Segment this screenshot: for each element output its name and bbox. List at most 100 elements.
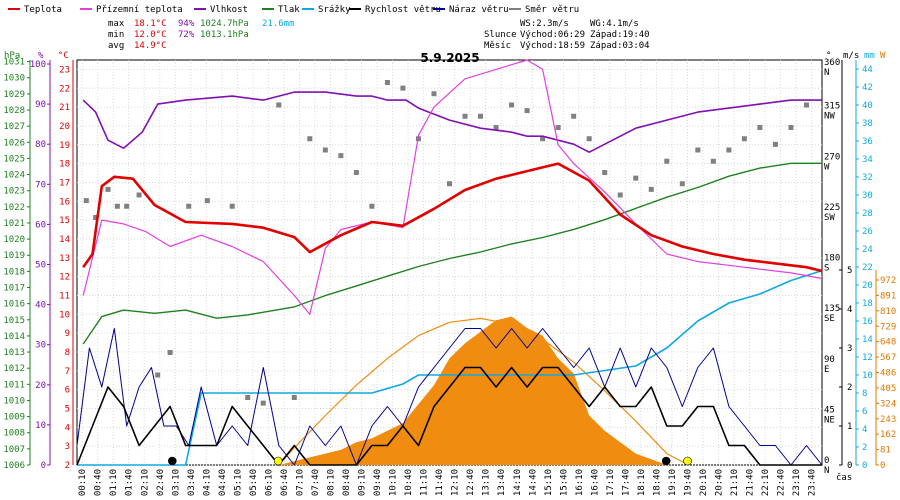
- direction-tick-name: SW: [824, 213, 835, 223]
- temp-tick-label: 15: [59, 216, 70, 226]
- x-tick-label: 22:10: [761, 469, 771, 496]
- legend-humidity: Vlhkost: [210, 5, 248, 15]
- wind-tick-label: 1: [847, 422, 852, 432]
- wind-direction-dot: [757, 125, 763, 130]
- temp-tick-label: 5: [65, 404, 70, 414]
- wind-tick-label: 0: [847, 461, 852, 471]
- rain-tick-label: 12: [862, 353, 873, 363]
- moonrise-marker: [661, 456, 671, 466]
- pressure-tick-label: 1012: [3, 364, 25, 374]
- area-layer: [77, 316, 822, 466]
- pressure-tick-label: 1016: [3, 300, 25, 310]
- solar-tick-label: 405: [880, 384, 896, 394]
- solar-tick-label: 81: [880, 446, 891, 456]
- x-tick-label: 14:40: [528, 469, 538, 496]
- wind-direction-dot: [788, 125, 794, 130]
- pressure-tick-label: 1028: [3, 106, 25, 116]
- rain-tick-label: 24: [862, 245, 873, 255]
- temp-tick-label: 21: [59, 103, 70, 113]
- temperature-line: [82, 162, 823, 273]
- humidity-tick-label: 20: [35, 381, 46, 391]
- x-tick-label: 06:40: [280, 469, 290, 496]
- direction-tick-name: S: [824, 264, 829, 274]
- x-tick-label: 17:10: [606, 469, 616, 496]
- ground-temperature-line: [82, 59, 823, 315]
- x-tick-label: 20:40: [715, 469, 725, 496]
- x-tick-label: 11:40: [435, 469, 445, 496]
- direction-tick-label: 180: [824, 254, 840, 264]
- solar-tick-label: 162: [880, 430, 896, 440]
- stats-min-label: min: [108, 30, 124, 40]
- temp-tick-label: 13: [59, 254, 70, 264]
- solar-tick-label: 648: [880, 338, 896, 348]
- x-tick-label: 16:10: [575, 469, 585, 496]
- direction-tick-name: NE: [824, 415, 835, 425]
- wind-direction-dot: [260, 400, 266, 406]
- direction-tick-name: N: [824, 68, 829, 78]
- pressure-tick-label: 1017: [3, 284, 25, 294]
- x-tick-label: 08:40: [342, 469, 352, 496]
- legend: Teplota Přízemní teplota Vlhkost Tlak Sr…: [8, 5, 579, 15]
- rain-tick-label: 8: [862, 389, 867, 399]
- stats-moonrise: Východ:18:59: [520, 41, 585, 51]
- legend-wind-gust: Náraz větru: [449, 5, 509, 15]
- temp-tick-label: 18: [59, 160, 70, 170]
- temp-tick-label: 14: [59, 235, 70, 245]
- temp-tick-label: 11: [59, 291, 70, 301]
- direction-tick-label: 135: [824, 304, 840, 314]
- x-tick-label: 08:10: [327, 469, 337, 496]
- pressure-tick-label: 1031: [3, 58, 25, 68]
- rain-tick-label: 42: [862, 83, 873, 93]
- chart-title: 5.9.2025: [420, 51, 479, 65]
- rain-tick-label: 6: [862, 407, 867, 417]
- temp-tick-label: 3: [65, 442, 70, 452]
- x-tick-label: 23:40: [808, 469, 818, 496]
- rain-tick-label: 22: [862, 263, 873, 273]
- temp-tick-label: 16: [59, 197, 70, 207]
- wind-direction-dot: [136, 192, 142, 198]
- x-tick-label: 18:10: [637, 469, 647, 496]
- rain-tick-label: 44: [862, 65, 873, 75]
- wind-direction-dot: [124, 203, 130, 209]
- solar-tick-label: 972: [880, 276, 896, 286]
- x-tick-label: 16:40: [590, 469, 600, 496]
- x-tick-label: 15:40: [559, 469, 569, 496]
- x-tick-label: 01:10: [109, 469, 119, 496]
- rain-tick-label: 0: [862, 461, 867, 471]
- wind-direction-dot: [540, 136, 546, 142]
- wind-direction-dot: [602, 170, 608, 175]
- rain-tick-label: 34: [862, 155, 873, 165]
- rain-tick-label: 26: [862, 227, 873, 237]
- direction-tick-name: NW: [824, 112, 835, 122]
- x-tick-label: 00:40: [94, 469, 104, 496]
- wind-direction-dot: [155, 372, 161, 378]
- wind-direction-dot: [384, 80, 390, 85]
- direction-tick-label: 315: [824, 102, 840, 112]
- x-tick-label: 23:10: [792, 469, 802, 496]
- pressure-tick-label: 1021: [3, 219, 25, 229]
- humidity-tick-label: 80: [35, 140, 46, 150]
- rain-tick-label: 30: [862, 191, 873, 201]
- humidity-tick-label: 70: [35, 180, 46, 190]
- x-tick-label: 09:40: [373, 469, 383, 496]
- pressure-tick-label: 1009: [3, 413, 25, 423]
- direction-axis-unit: °: [826, 51, 831, 61]
- sunrise-marker: [273, 456, 283, 466]
- wind-direction-dot: [772, 141, 778, 147]
- rain-tick-label: 18: [862, 299, 873, 309]
- rain-tick-label: 20: [862, 281, 873, 291]
- wind-direction-dot: [186, 203, 192, 209]
- temp-tick-label: 7: [65, 367, 70, 377]
- direction-tick-name: SE: [824, 314, 835, 324]
- wind-direction-dot: [803, 102, 809, 108]
- pressure-tick-label: 1013: [3, 348, 25, 358]
- humidity-line: [82, 91, 822, 153]
- temp-tick-label: 2: [65, 461, 70, 471]
- pressure-tick-label: 1018: [3, 267, 25, 277]
- temp-tick-label: 23: [59, 65, 70, 75]
- solar-tick-label: 567: [880, 353, 896, 363]
- temp-tick-label: 12: [59, 273, 70, 283]
- legend-pressure: Tlak: [278, 5, 300, 15]
